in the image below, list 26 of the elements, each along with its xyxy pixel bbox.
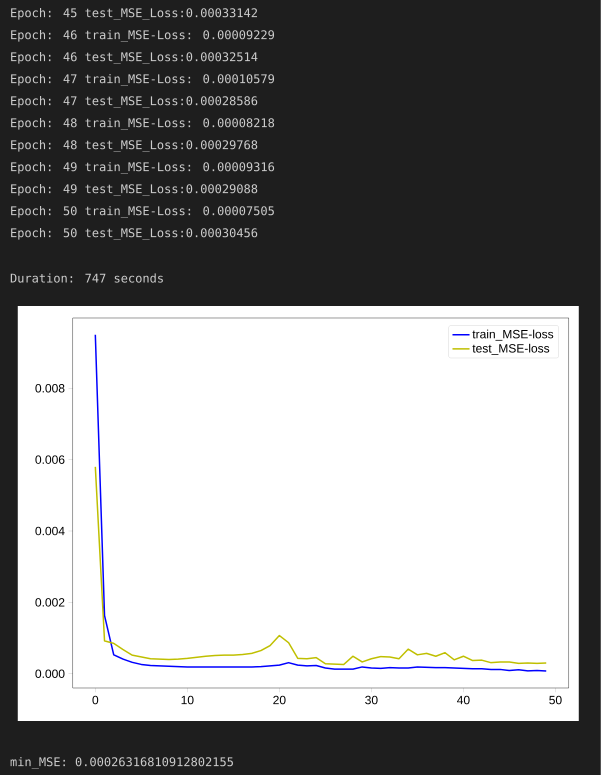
text: Epoch: 46 train_MSE-Loss: 0.00009229 bbox=[11, 30, 274, 42]
text: Epoch: 48 test_MSE_Loss:0.00029768 bbox=[11, 140, 258, 152]
y-tick-label: 0.000 bbox=[36, 669, 65, 678]
y-tick-label: 0.008 bbox=[36, 384, 65, 393]
text: Epoch: 50 test_MSE_Loss:0.00030456 bbox=[11, 228, 258, 240]
text: Epoch: 45 test_MSE_Loss:0.00033142 bbox=[11, 8, 258, 20]
x-tick-label: 50 bbox=[549, 696, 562, 704]
legend-label: train_MSE-loss bbox=[472, 330, 554, 341]
y-tick-label: 0.002 bbox=[36, 598, 64, 607]
x-tick-label: 10 bbox=[182, 696, 194, 704]
text: Epoch: 49 train_MSE-Loss: 0.00009316 bbox=[11, 162, 274, 174]
text: Epoch: 49 test_MSE_Loss:0.00029088 bbox=[11, 184, 258, 196]
text: Epoch: 47 test_MSE_Loss:0.00028586 bbox=[11, 96, 258, 108]
x-tick-label: 20 bbox=[273, 696, 286, 704]
x-tick-label: 0 bbox=[92, 696, 98, 704]
text: Epoch: 47 train_MSE-Loss: 0.00010579 bbox=[11, 74, 274, 86]
text: Epoch: 46 test_MSE_Loss:0.00032514 bbox=[11, 52, 258, 64]
text: Duration: 747 seconds bbox=[10, 273, 164, 283]
y-tick-label: 0.004 bbox=[36, 526, 65, 536]
text: Epoch: 50 train_MSE-Loss: 0.00007505 bbox=[11, 206, 274, 218]
x-tick-label: 30 bbox=[365, 696, 378, 704]
y-tick-label: 0.006 bbox=[36, 455, 65, 464]
x-tick-label: 40 bbox=[457, 696, 470, 704]
text: Epoch: 48 train_MSE-Loss: 0.00008218 bbox=[11, 118, 274, 130]
text: min_MSE: 0.00026316810912802155 bbox=[10, 757, 234, 769]
legend-label: test_MSE-loss bbox=[472, 344, 550, 355]
